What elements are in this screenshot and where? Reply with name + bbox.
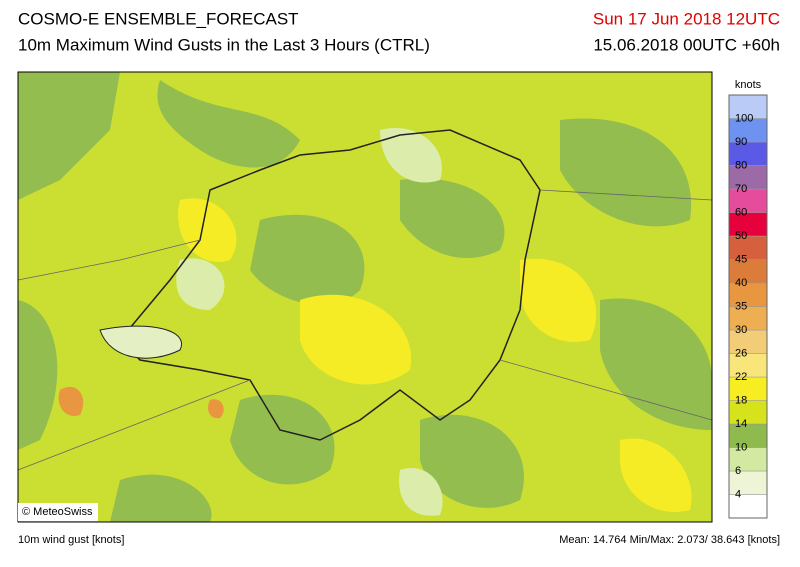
- map-field: [178, 198, 692, 512]
- legend-label: 22: [735, 371, 747, 383]
- legend-label: 10: [735, 441, 747, 453]
- legend-label: 100: [735, 112, 753, 124]
- map-field: [176, 128, 443, 516]
- run-time: 15.06.2018 00UTC +60h: [593, 35, 780, 54]
- legend-label: 35: [735, 300, 747, 312]
- subtitle: 10m Maximum Wind Gusts in the Last 3 Hou…: [18, 35, 430, 54]
- legend-label: 50: [735, 230, 747, 242]
- legend-label: 80: [735, 159, 747, 171]
- legend-label: 45: [735, 253, 747, 265]
- legend-label: 4: [735, 488, 741, 500]
- legend-unit: knots: [735, 79, 762, 91]
- legend-label: 90: [735, 136, 747, 148]
- legend-label: 26: [735, 347, 747, 359]
- legend-label: 18: [735, 394, 747, 406]
- lake: [99, 325, 183, 359]
- map: © MeteoSwiss: [17, 71, 713, 523]
- map-field: [18, 72, 712, 522]
- border: [17, 189, 713, 471]
- title: COSMO-E ENSEMBLE_FORECAST: [18, 9, 299, 28]
- legend-label: 40: [735, 277, 747, 289]
- legend-label: 14: [735, 418, 747, 430]
- map-frame: [17, 71, 713, 523]
- legend-label: 60: [735, 206, 747, 218]
- valid-time: Sun 17 Jun 2018 12UTC: [593, 9, 780, 28]
- copyright-box: [18, 503, 98, 521]
- legend-label: 70: [735, 183, 747, 195]
- footer-variable: 10m wind gust [knots]: [18, 534, 124, 546]
- legend-frame: [728, 94, 768, 519]
- footer-stats: Mean: 14.764 Min/Max: 2.073/ 38.643 [kno…: [559, 534, 780, 546]
- map-field: [58, 386, 224, 419]
- copyright: © MeteoSwiss: [22, 506, 93, 518]
- legend: knots 4 6 10 14 18 22 26 30 35 40 45 50 60 70 80 90 100: [728, 79, 768, 519]
- legend-label: 6: [735, 465, 741, 477]
- legend-label: 30: [735, 324, 747, 336]
